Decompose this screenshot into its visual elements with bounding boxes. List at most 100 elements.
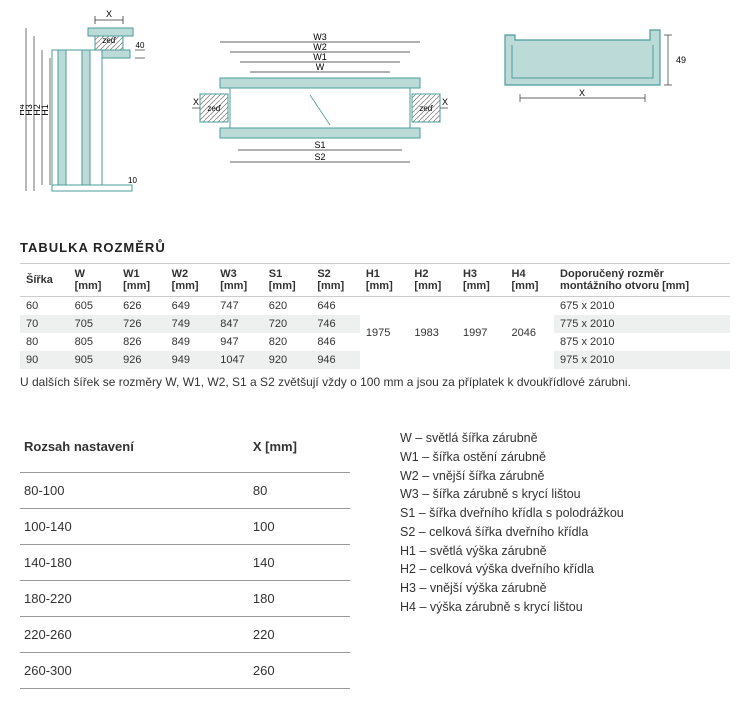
label-40: 40 [136, 41, 145, 50]
dim-cell: 646 [311, 297, 360, 316]
range-cell: 260-300 [20, 653, 249, 689]
label-s2: S2 [314, 152, 325, 162]
range-row: 100-140100 [20, 509, 350, 545]
dim-cell: 60 [20, 297, 69, 316]
dim-cell: 675 x 2010 [554, 297, 730, 316]
dim-cell: 726 [117, 315, 166, 333]
label-zed-l: zeď [207, 104, 220, 113]
range-cell: 180 [249, 581, 350, 617]
range-row: 140-180140 [20, 545, 350, 581]
legend-line: W3 – šířka zárubně s krycí lištou [400, 485, 624, 504]
range-cell: 80-100 [20, 473, 249, 509]
dim-header-6: S2[mm] [311, 264, 360, 297]
label-49: 49 [676, 55, 686, 65]
range-row: 220-260220 [20, 617, 350, 653]
dim-cell: 805 [69, 333, 118, 351]
diagram-profile: 49 X [490, 10, 690, 130]
range-cell: 260 [249, 653, 350, 689]
dim-cell: 975 x 2010 [554, 351, 730, 369]
legend: W – světlá šířka zárubněW1 – šířka ostěn… [400, 429, 624, 617]
dim-cell: 920 [263, 351, 312, 369]
diagram-side: zeď X 40 10 [20, 10, 150, 200]
dim-cell: 949 [166, 351, 215, 369]
dim-header-5: S1[mm] [263, 264, 312, 297]
dim-header-2: W1[mm] [117, 264, 166, 297]
dim-cell: 80 [20, 333, 69, 351]
range-cell: 140-180 [20, 545, 249, 581]
dim-cell: 875 x 2010 [554, 333, 730, 351]
diagram-front: W3 W2 W1 W zeď zeď X X S1 [190, 10, 450, 200]
dim-cell: 946 [311, 351, 360, 369]
legend-line: S1 – šířka dveřního křídla s polodrážkou [400, 504, 624, 523]
dimension-table: ŠířkaW[mm]W1[mm]W2[mm]W3[mm]S1[mm]S2[mm]… [20, 263, 730, 369]
dim-cell: 626 [117, 297, 166, 316]
range-header-1: X [mm] [249, 429, 350, 473]
dim-cell: 749 [166, 315, 215, 333]
diagrams-row: zeď X 40 10 [20, 10, 730, 200]
dim-cell: 605 [69, 297, 118, 316]
range-row: 80-10080 [20, 473, 350, 509]
dim-cell: 926 [117, 351, 166, 369]
dim-cell: 820 [263, 333, 312, 351]
dim-cell-merged: 1975 [360, 297, 409, 370]
range-cell: 220-260 [20, 617, 249, 653]
dim-cell: 720 [263, 315, 312, 333]
dim-cell: 849 [166, 333, 215, 351]
dim-header-9: H3[mm] [457, 264, 506, 297]
legend-line: H4 – výška zárubně s krycí lištou [400, 598, 624, 617]
dim-header-0: Šířka [20, 264, 69, 297]
dim-table-note: U dalších šířek se rozměry W, W1, W2, S1… [20, 375, 730, 389]
legend-line: H1 – světlá výška zárubně [400, 542, 624, 561]
dim-cell-merged: 2046 [506, 297, 555, 370]
legend-line: H2 – celková výška dveřního křídla [400, 560, 624, 579]
legend-line: W1 – šířka ostění zárubně [400, 448, 624, 467]
range-row: 180-220180 [20, 581, 350, 617]
dim-row: 606056266497476206461975198319972046675 … [20, 297, 730, 316]
range-cell: 180-220 [20, 581, 249, 617]
dim-cell: 746 [311, 315, 360, 333]
label-x-profile: X [579, 88, 585, 98]
label-x-l: X [193, 97, 199, 107]
range-cell: 140 [249, 545, 350, 581]
range-cell: 220 [249, 617, 350, 653]
dim-cell: 705 [69, 315, 118, 333]
label-h1: H1 [40, 104, 50, 116]
label-zed-r: zeď [419, 104, 432, 113]
dim-cell-merged: 1983 [408, 297, 457, 370]
dim-cell: 747 [214, 297, 263, 316]
range-row: 260-300260 [20, 653, 350, 689]
label-w2: W2 [313, 42, 327, 52]
dim-cell: 847 [214, 315, 263, 333]
dim-table-title: TABULKA ROZMĚRŮ [20, 240, 730, 255]
dim-cell: 775 x 2010 [554, 315, 730, 333]
dim-cell-merged: 1997 [457, 297, 506, 370]
range-cell: 100 [249, 509, 350, 545]
label-zed: zeď [102, 36, 115, 45]
label-w1: W1 [313, 52, 327, 62]
dim-header-7: H1[mm] [360, 264, 409, 297]
label-x-r: X [442, 97, 448, 107]
legend-line: W2 – vnější šířka zárubně [400, 467, 624, 486]
dim-header-10: H4[mm] [506, 264, 555, 297]
range-cell: 80 [249, 473, 350, 509]
dim-header-1: W[mm] [69, 264, 118, 297]
range-cell: 100-140 [20, 509, 249, 545]
legend-line: H3 – vnější výška zárubně [400, 579, 624, 598]
dim-cell: 905 [69, 351, 118, 369]
dim-cell: 90 [20, 351, 69, 369]
range-header-0: Rozsah nastavení [20, 429, 249, 473]
label-x-side: X [106, 10, 112, 19]
label-10: 10 [128, 176, 137, 185]
legend-line: S2 – celková šířka dveřního křídla [400, 523, 624, 542]
label-w3: W3 [313, 32, 327, 42]
dim-cell: 947 [214, 333, 263, 351]
dim-cell: 70 [20, 315, 69, 333]
dim-header-8: H2[mm] [408, 264, 457, 297]
label-w: W [316, 62, 325, 72]
legend-line: W – světlá šířka zárubně [400, 429, 624, 448]
dim-header-11: Doporučený rozměrmontážního otvoru [mm] [554, 264, 730, 297]
dim-cell: 649 [166, 297, 215, 316]
dim-cell: 846 [311, 333, 360, 351]
range-table: Rozsah nastavení X [mm] 80-10080100-1401… [20, 429, 350, 689]
dim-cell: 620 [263, 297, 312, 316]
